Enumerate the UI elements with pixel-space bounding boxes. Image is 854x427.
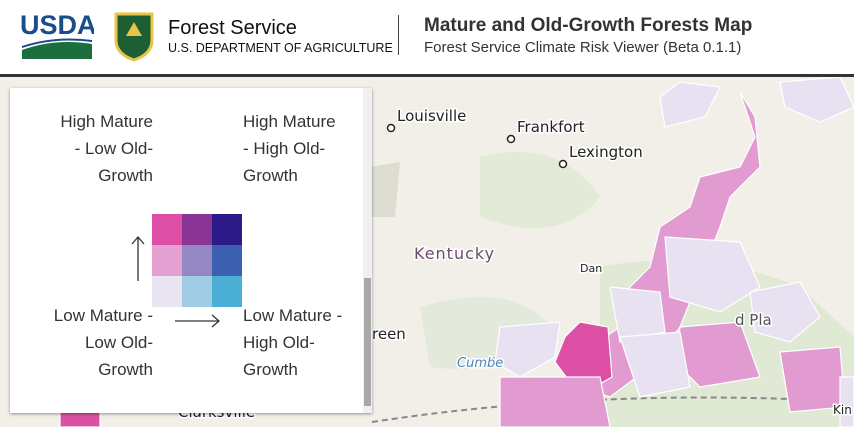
- legend-label: Low Mature - High Old-Growth: [243, 306, 343, 379]
- legend-swatch: [212, 245, 242, 276]
- department-name: U.S. DEPARTMENT OF AGRICULTURE: [168, 41, 393, 55]
- map-label: d Pla: [735, 311, 772, 329]
- legend-swatch: [182, 245, 212, 276]
- map-label: Kin: [833, 403, 852, 417]
- header: USDA Forest Service U.S. DEPARTMENT OF A…: [0, 0, 854, 77]
- legend-label: High Mature - High Old-Growth: [243, 112, 336, 185]
- usda-text: USDA: [20, 10, 94, 40]
- legend-grid: [152, 214, 242, 307]
- legend-panel: High Mature - Low Old-Growth High Mature…: [10, 88, 372, 413]
- app-title: Mature and Old-Growth Forests Map: [424, 15, 753, 36]
- legend-swatch: [152, 276, 182, 307]
- legend-swatch: [212, 214, 242, 245]
- agency-name: Forest Service: [168, 17, 297, 39]
- map-label: Cumbe: [457, 356, 503, 371]
- legend-swatch: [152, 214, 182, 245]
- map-label: Dan: [580, 262, 602, 275]
- map-label: Louisville: [397, 107, 466, 125]
- scrollbar-thumb[interactable]: [364, 278, 371, 406]
- app-subtitle: Forest Service Climate Risk Viewer (Beta…: [424, 39, 742, 56]
- legend-swatch: [182, 276, 212, 307]
- legend-swatch: [152, 245, 182, 276]
- legend-swatch: [212, 276, 242, 307]
- legend-swatch: [182, 214, 212, 245]
- scrollbar-track: [363, 88, 372, 413]
- map-label: Frankfort: [517, 118, 585, 136]
- map-label: Kentucky: [414, 244, 495, 263]
- right-arrow: [175, 314, 220, 328]
- usda-logo: USDA: [20, 10, 94, 59]
- forest-service-shield: [114, 12, 154, 62]
- divider: [398, 15, 399, 55]
- legend-label: Low Mature - Low Old-Growth: [53, 306, 153, 379]
- up-arrow: [131, 236, 145, 281]
- legend-label: High Mature - Low Old-Growth: [60, 112, 153, 185]
- map-label: Lexington: [569, 143, 643, 161]
- map-label: reen: [372, 325, 406, 343]
